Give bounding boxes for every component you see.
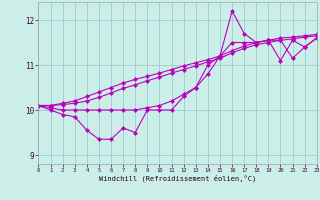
X-axis label: Windchill (Refroidissement éolien,°C): Windchill (Refroidissement éolien,°C) [99, 175, 256, 182]
